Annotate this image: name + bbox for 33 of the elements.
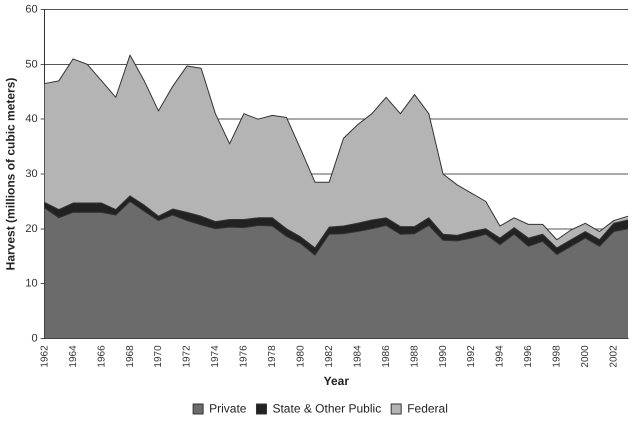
x-tick-label: 1978 <box>267 344 278 368</box>
x-tick-label: 1988 <box>409 344 420 368</box>
x-tick-label: 1994 <box>494 344 506 368</box>
x-axis-title: Year <box>324 374 350 388</box>
y-tick-label: 20 <box>25 222 38 235</box>
y-tick-label: 10 <box>25 278 38 290</box>
x-tick-label: 1986 <box>380 344 392 368</box>
y-tick-label: 40 <box>25 113 38 126</box>
x-tick-label: 1968 <box>124 344 136 368</box>
legend-label: Private <box>209 401 247 416</box>
x-tick-label: 1992 <box>466 344 478 368</box>
legend-label: State & Other Public <box>272 401 382 416</box>
x-tick-label: 1998 <box>552 344 563 368</box>
y-tick-label: 50 <box>25 58 38 70</box>
x-tick-label: 1996 <box>523 344 534 368</box>
x-tick-label: 1990 <box>438 344 449 368</box>
x-tick-label: 1966 <box>96 344 108 368</box>
x-tick-label: 1972 <box>182 344 193 368</box>
x-tick-label: 1984 <box>352 344 364 368</box>
y-tick-label: 0 <box>32 332 38 344</box>
x-tick-label: 1964 <box>68 344 79 368</box>
y-axis-title: Harvest (millions of cubic meters) <box>4 78 18 270</box>
x-tick-label: 2000 <box>580 344 592 368</box>
y-tick-label: 60 <box>25 4 38 16</box>
x-tick-label: 1980 <box>295 344 306 368</box>
x-tick-label: 1982 <box>324 344 335 368</box>
x-tick-label: 2002 <box>608 344 620 368</box>
x-tick-label: 1962 <box>39 344 50 368</box>
x-tick-label: 1970 <box>153 344 164 368</box>
y-tick-label: 30 <box>25 168 38 180</box>
x-tick-label: 1976 <box>238 344 250 368</box>
x-tick-label: 1974 <box>210 344 222 368</box>
legend-label: Federal <box>407 401 448 416</box>
